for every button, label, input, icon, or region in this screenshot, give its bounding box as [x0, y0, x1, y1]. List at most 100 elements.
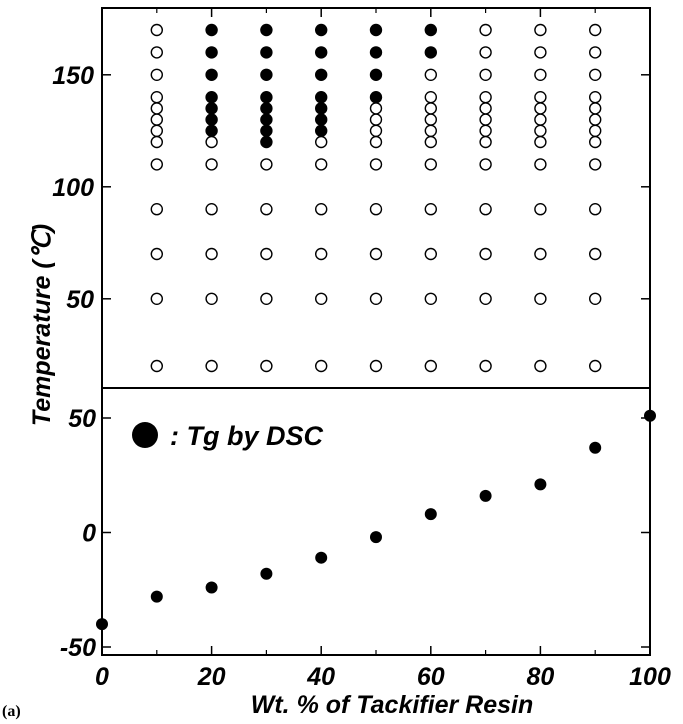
open-point — [534, 124, 547, 138]
x-tick-label: 0 — [95, 663, 109, 691]
open-point — [589, 247, 602, 261]
open-point — [534, 46, 547, 59]
open-point — [479, 90, 492, 104]
open-point — [150, 158, 164, 171]
open-point — [479, 158, 492, 171]
open-point — [315, 158, 328, 171]
open-point — [260, 247, 273, 261]
open-point — [479, 68, 492, 82]
open-point — [479, 202, 492, 216]
lower-y-tick-label: -50 — [60, 634, 96, 662]
open-point — [150, 113, 164, 126]
x-tick-label: 100 — [629, 663, 671, 691]
open-point — [424, 90, 437, 104]
legend-label: : Tg by DSC — [170, 421, 323, 451]
open-point — [150, 124, 164, 138]
open-point — [589, 46, 602, 59]
filled-point — [205, 46, 218, 59]
open-point — [424, 158, 437, 171]
open-point — [479, 359, 492, 373]
open-point — [479, 124, 492, 138]
open-point — [260, 359, 273, 373]
filled-point — [205, 124, 218, 138]
open-point — [424, 135, 437, 149]
open-point — [424, 68, 437, 82]
open-point — [589, 158, 602, 171]
open-point — [534, 113, 547, 126]
open-point — [589, 23, 602, 37]
open-point — [205, 292, 218, 305]
tg-point — [260, 567, 273, 580]
tg-point — [479, 489, 492, 502]
open-point — [369, 102, 383, 115]
open-point — [534, 135, 547, 149]
filled-point — [205, 68, 218, 82]
open-point — [150, 359, 164, 373]
open-point — [150, 46, 164, 59]
open-point — [479, 113, 492, 126]
lower-y-tick-label: 0 — [82, 520, 96, 548]
filled-point — [315, 113, 328, 126]
open-point — [369, 247, 383, 261]
open-point — [369, 124, 383, 138]
open-point — [424, 102, 437, 115]
open-point — [424, 202, 437, 216]
upper-y-tick-label: 150 — [52, 62, 94, 90]
x-axis-title: Wt. % of Tackifier Resin — [251, 691, 533, 719]
filled-point — [424, 23, 437, 37]
open-point — [205, 158, 218, 171]
open-point — [479, 46, 492, 59]
x-tick-label: 60 — [417, 663, 445, 691]
tg-point — [644, 409, 656, 422]
open-point — [479, 23, 492, 37]
open-point — [479, 247, 492, 261]
open-point — [150, 23, 164, 37]
open-point — [369, 135, 383, 149]
open-point — [534, 68, 547, 82]
filled-point — [369, 68, 383, 82]
open-point — [534, 158, 547, 171]
tg-point — [96, 618, 108, 631]
filled-point — [260, 46, 273, 59]
open-point — [589, 359, 602, 373]
filled-point — [369, 46, 383, 59]
x-tick-label: 20 — [197, 663, 226, 691]
open-point — [150, 247, 164, 261]
lower-panel-points — [96, 409, 656, 631]
filled-point — [369, 90, 383, 104]
open-point — [150, 68, 164, 82]
upper-y-tick-label: 100 — [52, 174, 94, 202]
tick-marks — [101, 8, 651, 655]
tg-point — [424, 508, 437, 521]
open-point — [589, 135, 602, 149]
open-point — [369, 292, 383, 305]
tg-point — [315, 551, 328, 564]
open-point — [589, 113, 602, 126]
y-axis-title: Temperature (℃) — [28, 224, 56, 426]
filled-point — [260, 23, 273, 37]
filled-point — [260, 124, 273, 138]
open-point — [589, 124, 602, 138]
open-point — [589, 102, 602, 115]
open-point — [205, 202, 218, 216]
filled-point — [205, 113, 218, 126]
tg-point — [534, 478, 547, 491]
filled-point — [424, 46, 437, 59]
open-point — [315, 292, 328, 305]
open-point — [205, 247, 218, 261]
filled-point — [260, 68, 273, 82]
open-point — [150, 135, 164, 149]
x-tick-label: 40 — [306, 663, 335, 691]
open-point — [315, 359, 328, 373]
tg-point — [150, 590, 163, 603]
open-point — [369, 202, 383, 216]
open-point — [589, 68, 602, 82]
open-point — [424, 247, 437, 261]
open-point — [369, 359, 383, 373]
filled-point — [315, 23, 328, 37]
legend: : Tg by DSC — [132, 421, 323, 451]
open-point — [424, 292, 437, 305]
filled-point — [205, 102, 218, 115]
